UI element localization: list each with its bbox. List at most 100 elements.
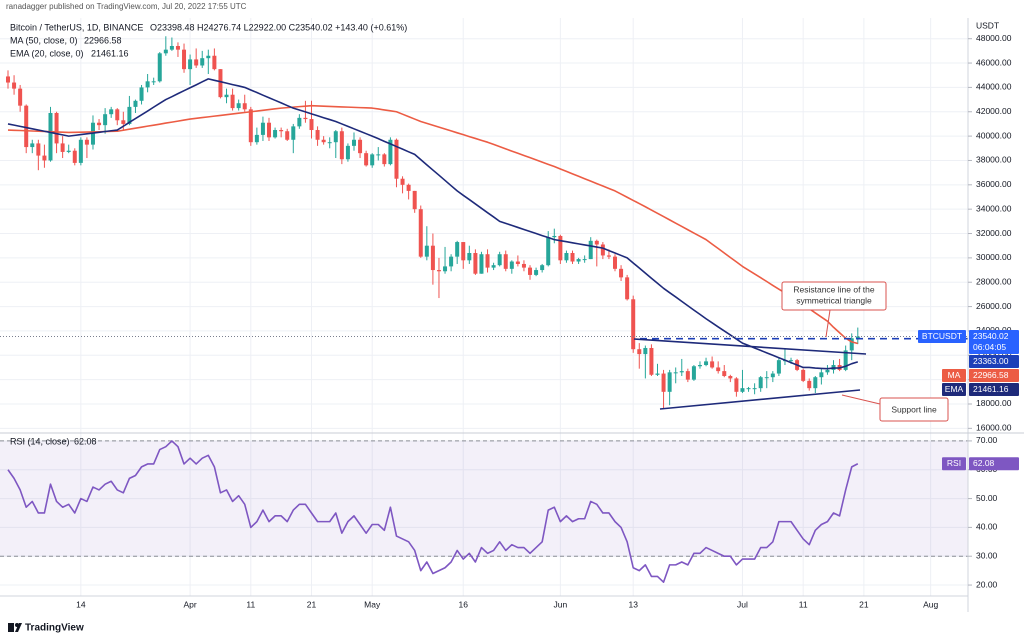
marks-layer bbox=[0, 36, 968, 583]
candle-body bbox=[424, 245, 429, 257]
candle-body bbox=[758, 377, 763, 389]
candle-body bbox=[212, 55, 217, 70]
price-tag-label-bg bbox=[918, 330, 966, 344]
candle-body bbox=[479, 254, 484, 274]
y-tick-label: 48000.00 bbox=[976, 33, 1012, 43]
candle-body bbox=[716, 367, 721, 372]
candle-body bbox=[351, 139, 356, 146]
candle-body bbox=[740, 388, 745, 392]
candle-body bbox=[54, 112, 59, 144]
series-line bbox=[7, 104, 859, 345]
candle-body bbox=[72, 150, 77, 163]
candle-body bbox=[807, 380, 812, 389]
rsi-tag-label: RSI bbox=[947, 458, 961, 468]
candle-body bbox=[637, 349, 642, 355]
candle-body bbox=[60, 143, 65, 152]
candle-body bbox=[455, 242, 460, 257]
candle-body bbox=[473, 253, 478, 274]
candle-body bbox=[182, 49, 187, 70]
y-tick-label: 50.00 bbox=[976, 493, 998, 503]
y-tick-label: 46000.00 bbox=[976, 57, 1012, 67]
candle-body bbox=[776, 360, 781, 374]
candle-body bbox=[206, 55, 211, 59]
candle-body bbox=[163, 49, 168, 54]
candle-body bbox=[449, 256, 454, 267]
candle-body bbox=[819, 372, 824, 378]
candle-body bbox=[169, 46, 174, 50]
candle-body bbox=[194, 59, 199, 66]
annotation-pointer bbox=[841, 394, 881, 405]
candle-body bbox=[303, 117, 308, 120]
candle-body bbox=[157, 53, 162, 82]
candle-body bbox=[273, 130, 278, 138]
y-tick-label: 28000.00 bbox=[976, 276, 1012, 286]
y-tick-label: 40.00 bbox=[976, 522, 998, 532]
candle-body bbox=[606, 255, 611, 257]
x-tick-label: 16 bbox=[459, 599, 469, 609]
x-tick-label: Jul bbox=[737, 599, 748, 609]
y-tick-label: 30.00 bbox=[976, 550, 998, 560]
price-tag-countdown: 06:04:05 bbox=[973, 342, 1006, 352]
x-tick-label: 11 bbox=[246, 599, 255, 609]
candle-body bbox=[388, 139, 393, 165]
candle-body bbox=[673, 372, 678, 374]
candle-body bbox=[801, 369, 806, 381]
annotation-pointer bbox=[825, 309, 831, 338]
x-tick-label: May bbox=[364, 599, 381, 609]
annotation-text: Resistance line of the bbox=[793, 284, 875, 294]
annotation-box bbox=[879, 397, 949, 422]
y-tick-label: 42000.00 bbox=[976, 106, 1012, 116]
candle-body bbox=[697, 365, 702, 367]
y-tick-label: 32000.00 bbox=[976, 228, 1012, 238]
series-tag-value: 21461.16 bbox=[973, 384, 1009, 394]
candle-body bbox=[260, 122, 265, 135]
legend-ema: EMA (20, close, 0) bbox=[10, 48, 84, 58]
x-tick-label: 14 bbox=[76, 599, 86, 609]
candle-body bbox=[200, 58, 205, 66]
candle-body bbox=[12, 82, 17, 89]
publisher-line: ranadagger published on TradingView.com,… bbox=[6, 2, 247, 11]
x-tick-label: 13 bbox=[628, 599, 638, 609]
candle-body bbox=[230, 94, 235, 109]
candle-body bbox=[48, 112, 53, 161]
candle-body bbox=[66, 150, 71, 152]
candle-body bbox=[339, 131, 344, 160]
legend-ma-value: 22966.58 bbox=[84, 35, 122, 45]
candle-body bbox=[849, 338, 854, 351]
candle-body bbox=[121, 120, 126, 124]
candle-body bbox=[643, 347, 648, 355]
candle-body bbox=[521, 263, 526, 268]
candle-body bbox=[315, 130, 320, 140]
candle-body bbox=[188, 59, 193, 70]
rsi-title: RSI (14, close) bbox=[10, 436, 70, 446]
candle-body bbox=[133, 100, 138, 107]
candle-body bbox=[127, 106, 132, 124]
candle-body bbox=[309, 119, 314, 131]
candle-body bbox=[78, 139, 83, 163]
rsi-tag-bg bbox=[969, 457, 1019, 471]
candle-body bbox=[594, 240, 599, 245]
candle-body bbox=[631, 299, 636, 350]
resistance-trendline bbox=[633, 338, 867, 355]
candle-body bbox=[655, 373, 660, 375]
series-tag-label: EMA bbox=[945, 384, 964, 394]
candle-body bbox=[443, 266, 448, 272]
candle-body bbox=[358, 139, 363, 154]
candle-body bbox=[279, 130, 284, 132]
series-tag-label-bg bbox=[942, 383, 966, 397]
x-tick-label: Apr bbox=[183, 599, 196, 609]
series-tag-label: MA bbox=[948, 370, 961, 380]
candle-body bbox=[321, 139, 326, 143]
candle-body bbox=[248, 109, 253, 143]
candle-body bbox=[619, 268, 624, 278]
candle-body bbox=[291, 126, 296, 140]
price-axis-panel bbox=[968, 0, 1024, 612]
candle-body bbox=[36, 143, 41, 156]
candle-body bbox=[400, 178, 405, 185]
candle-body bbox=[667, 372, 672, 392]
candle-body bbox=[267, 122, 272, 138]
candle-body bbox=[509, 261, 514, 269]
candle-body bbox=[843, 350, 848, 370]
price-tag-label: BTCUSDT bbox=[922, 331, 962, 341]
